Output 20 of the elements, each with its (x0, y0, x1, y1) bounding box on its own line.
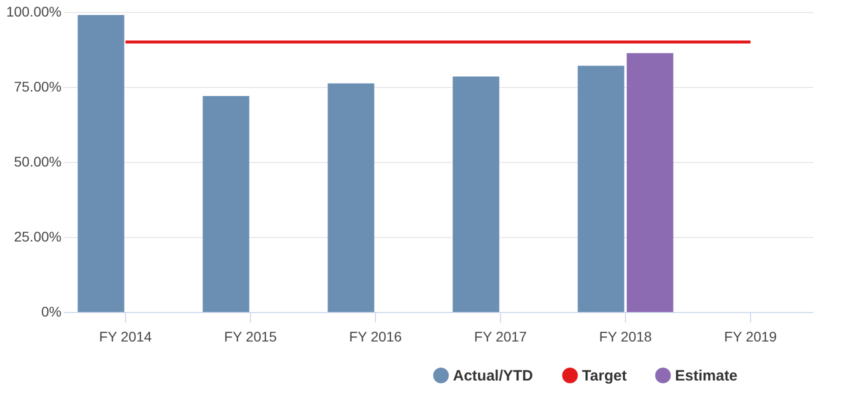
x-tick-label: FY 2014 (99, 328, 152, 344)
bar (202, 96, 250, 312)
y-tick-label: 75.00% (14, 78, 62, 94)
y-tick-label: 100.00% (6, 4, 62, 20)
legend-label: Estimate (675, 367, 738, 384)
bar (328, 83, 374, 312)
x-tick-label: FY 2018 (599, 328, 652, 344)
legend-label: Actual/YTD (453, 367, 534, 384)
x-tick-label: FY 2019 (724, 328, 778, 344)
y-tick-label: 0% (41, 304, 62, 320)
y-tick-label: 50.00% (14, 154, 62, 170)
bar (78, 15, 124, 312)
y-tick-label: 25.00% (14, 228, 62, 244)
bar (578, 66, 624, 312)
x-tick-label: FY 2016 (349, 328, 402, 344)
bar (626, 53, 674, 312)
x-tick-label: FY 2017 (474, 328, 528, 344)
x-tick-label: FY 2015 (224, 328, 278, 344)
bar (452, 76, 500, 312)
legend-label: Target (582, 367, 627, 384)
